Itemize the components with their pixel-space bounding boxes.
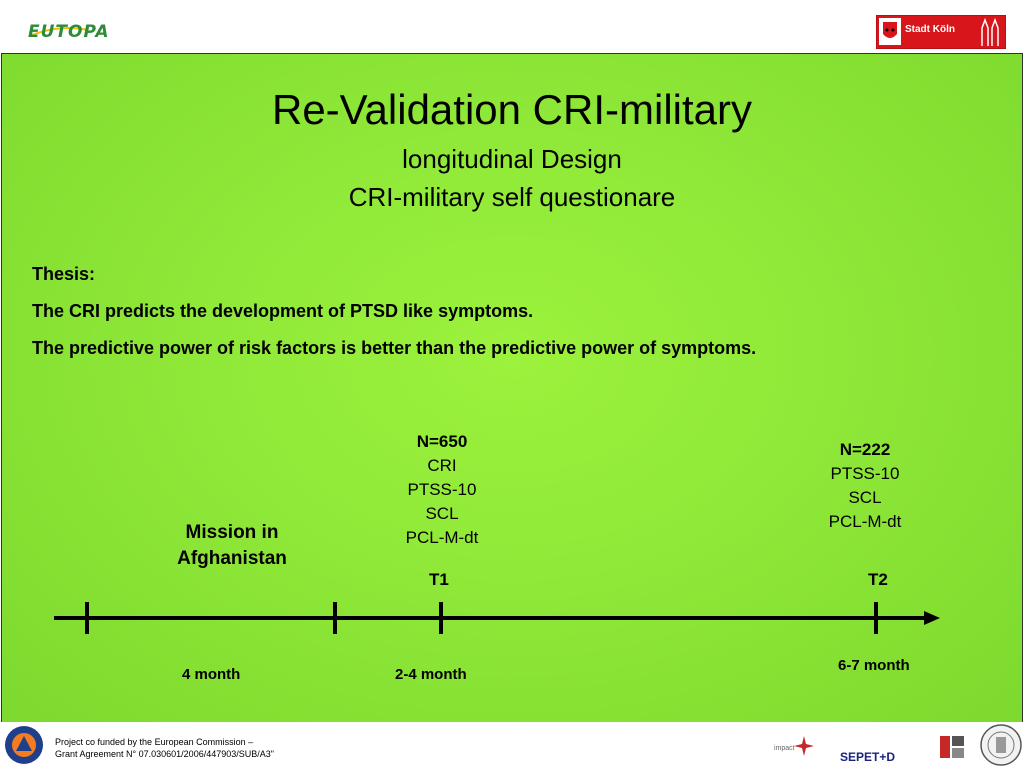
t1-measure-item: PTSS-10	[407, 480, 477, 499]
slide-panel: Re-Validation CRI-military longitudinal …	[1, 53, 1023, 723]
impact-logo-text: impact	[774, 745, 795, 752]
t1-sample-size: N=650	[416, 432, 468, 451]
duration-to-t2: 6-7 month	[838, 657, 910, 674]
cathedral-icon	[981, 18, 999, 46]
mission-label-line2: Afghanistan	[177, 548, 287, 569]
thesis-line-2: The predictive power of risk factors is …	[32, 338, 757, 358]
funding-notice: Project co funded by the European Commis…	[55, 736, 274, 760]
t2-measure-item: SCL	[848, 488, 882, 507]
crest-icon	[879, 18, 901, 45]
footer-bar: Project co funded by the European Commis…	[0, 722, 1024, 768]
t2-measures: N=222 PTSS-10 SCL PCL-M-dt	[805, 438, 925, 534]
funding-notice-line1: Project co funded by the European Commis…	[55, 737, 254, 747]
sepet-label: SEPET+D	[840, 750, 896, 764]
funding-notice-line2: Grant Agreement N° 07.030601/2006/447903…	[55, 749, 274, 759]
duration-to-t1: 2-4 month	[395, 666, 467, 683]
thesis-line-1: The CRI predicts the development of PTSD…	[32, 301, 534, 321]
header-bar: EUTOPA Stadt Köln	[0, 0, 1024, 52]
t2-measure-item: PTSS-10	[830, 464, 900, 483]
mission-label-line1: Mission in	[185, 522, 279, 543]
civil-protection-logo-icon	[5, 726, 43, 764]
impact-star-icon: impact	[774, 736, 814, 756]
slide-subtitle-questionnaire: CRI-military self questionare	[348, 182, 676, 212]
t1-measure-item: PCL-M-dt	[405, 528, 479, 547]
timeline-arrow	[54, 602, 940, 634]
duration-mission: 4 month	[182, 666, 241, 683]
slide-subtitle-design: longitudinal Design	[402, 144, 622, 174]
thesis-block: Thesis: The CRI predicts the development…	[32, 264, 756, 375]
t1-label: T1	[429, 570, 449, 589]
eutopa-swoosh-icon	[29, 27, 89, 37]
eutopa-logo-text: EUTOPA	[28, 22, 110, 42]
t2-label: T2	[868, 570, 888, 589]
t2-measure-item: PCL-M-dt	[828, 512, 902, 531]
t1-measure-item: SCL	[425, 504, 459, 523]
slide-title: Re-Validation CRI-military	[271, 86, 752, 133]
timeline-arrowhead-icon	[924, 611, 940, 625]
university-seal-icon	[980, 724, 1022, 766]
thesis-heading: Thesis:	[32, 264, 96, 284]
t2-sample-size: N=222	[839, 440, 891, 459]
mission-label: Mission in Afghanistan	[152, 520, 312, 572]
stadt-koln-text: Stadt Köln	[905, 24, 955, 35]
fb-logo-icon	[940, 736, 964, 758]
impact-logo: impact	[772, 734, 816, 765]
stadt-koln-logo: Stadt Köln	[876, 15, 1006, 49]
t1-measures: N=650 CRI PTSS-10 SCL PCL-M-dt	[382, 430, 502, 550]
t1-measure-item: CRI	[427, 456, 457, 475]
